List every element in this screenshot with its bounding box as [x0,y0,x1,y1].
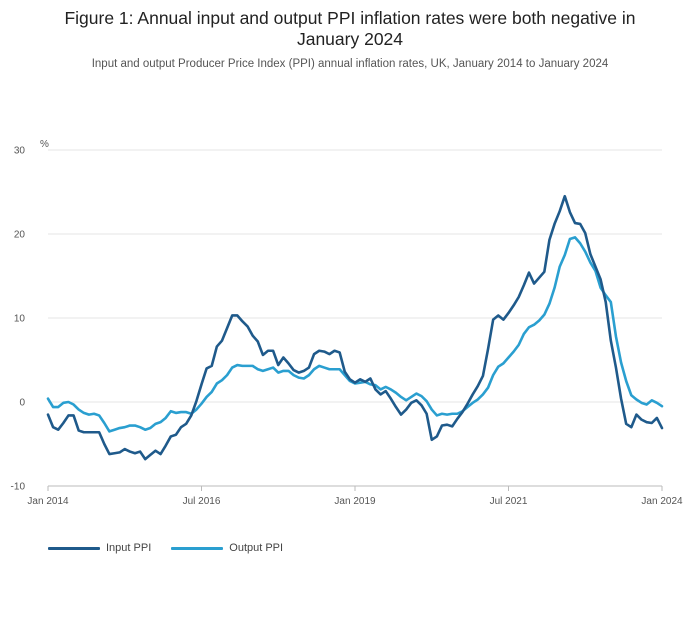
x-tick-label: Jan 2014 [27,496,69,507]
series-lines [46,194,664,461]
x-tick-label: Jul 2021 [490,496,528,507]
axes: -10 0 10 20 30% Jan 2014 Jul 2016 Jan 2019 Jul 2… [11,139,683,507]
chart-title: Figure 1: Annual input and output PPI in… [0,8,700,50]
legend-item-input-ppi[interactable]: Input PPI [48,542,151,554]
legend-label-input-ppi: Input PPI [106,542,152,554]
y-axis-label: % [40,139,49,150]
y-tick-label: 20 [14,230,26,241]
legend: Input PPI Output PPI [48,542,283,554]
legend-item-output-ppi[interactable]: Output PPI [171,542,283,554]
legend-swatch-input-ppi [48,546,100,550]
gridlines [48,149,662,403]
x-tick-label: Jan 2024 [641,496,683,507]
chart-subtitle: Input and output Producer Price Index (P… [91,58,609,70]
x-tick-label: Jul 2016 [183,496,221,507]
y-tick-label: 10 [14,314,26,325]
y-tick-label: 0 [19,398,25,409]
legend-swatch-output-ppi [171,546,224,550]
y-tick-label: 30 [14,146,26,157]
legend-label-output-ppi: Output PPI [229,542,284,554]
series-line-input-ppi [46,194,664,461]
y-tick-label: -10 [11,482,26,493]
x-tick-label: Jan 2019 [334,496,376,507]
chart-title-line-2: January 2024 [296,29,404,49]
chart-title-line-1: Figure 1: Annual input and output PPI in… [64,8,636,28]
